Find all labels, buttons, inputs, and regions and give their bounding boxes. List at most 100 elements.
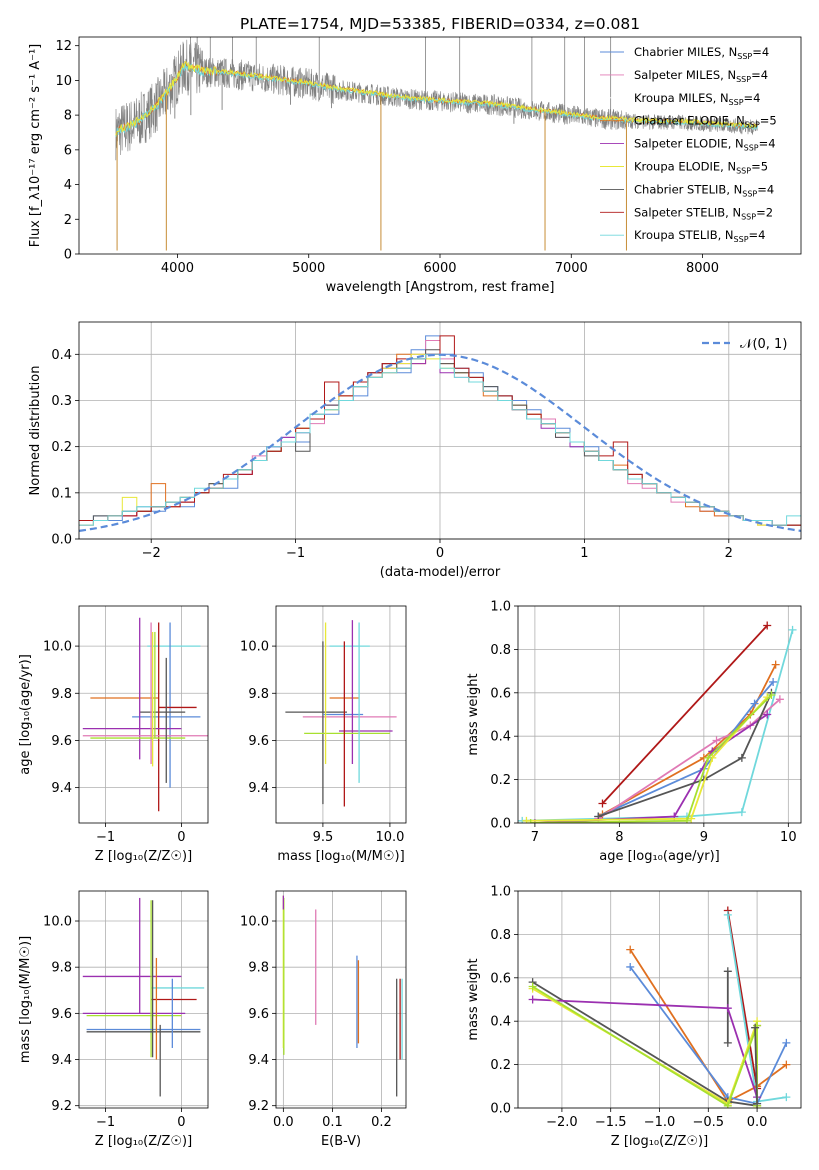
y-tick-label: 9.6 <box>248 1007 269 1022</box>
legend-label: Salpeter MILES, NSSP=4 <box>634 68 768 84</box>
series-line <box>532 998 758 1098</box>
x-tick-label: 0.1 <box>322 1115 343 1130</box>
series-chabrier-stelib <box>594 688 776 821</box>
legend-subscript: SSP <box>742 189 757 198</box>
x-tick-label: 5000 <box>292 261 325 276</box>
y-axis-label: age [log₁₀(age/yr)] <box>18 654 33 775</box>
x-axis-label: E(B-V) <box>321 1134 361 1149</box>
legend-subscript: SSP <box>734 235 749 244</box>
series-line <box>629 966 788 1105</box>
plus-marker <box>528 995 537 1004</box>
plus-marker <box>767 690 776 699</box>
plot-area-age_vs_mass <box>285 620 397 807</box>
y-tick-label: 9.4 <box>248 781 269 796</box>
x-tick-label: −1.0 <box>644 1115 676 1130</box>
plus-marker <box>598 799 607 808</box>
series-line <box>754 1027 758 1104</box>
legend-label: Kroupa MILES, NSSP=4 <box>634 91 760 107</box>
panel-age_vs_Z: −1 0 9.4 9.6 9.8 10.0 Z [log₁₀(Z/Z☉)] age [log₁… <box>18 605 209 864</box>
x-axis-label: Z [log₁₀(Z/Z☉)] <box>611 1134 708 1149</box>
y-axis-label: Flux [f_λ10⁻¹⁷ erg cm⁻² s⁻¹ A⁻¹] <box>28 44 43 248</box>
errorbar-point <box>90 631 186 739</box>
plus-marker <box>682 816 691 823</box>
plus-marker <box>723 910 732 919</box>
y-tick-label: 6 <box>64 143 72 158</box>
panel-mass_vs_ebv: 0.0 0.1 0.2 9.2 9.4 9.6 9.8 10.0 E(B-V) <box>240 890 407 1149</box>
legend-subscript: SSP <box>729 98 744 107</box>
plus-marker <box>723 1101 732 1108</box>
legend-label: 𝒩(0, 1) <box>740 337 787 352</box>
y-tick-label: 10.0 <box>240 915 269 930</box>
legend-label: Chabrier STELIB, NSSP=4 <box>634 182 774 198</box>
y-tick-label: 0.8 <box>490 643 511 658</box>
plus-marker <box>775 695 784 704</box>
series-chabrier-stelib <box>528 978 762 1108</box>
x-tick-label: 7 <box>531 830 539 845</box>
legend: 𝒩(0, 1) <box>702 337 787 352</box>
legend-label: Salpeter STELIB, NSSP=2 <box>634 205 773 221</box>
errorbar-point <box>285 641 348 805</box>
y-tick-label: 2 <box>64 213 72 228</box>
axes-frame <box>78 36 802 255</box>
y-tick-label: 0 <box>64 248 72 263</box>
legend: Chabrier MILES, NSSP=4 Salpeter MILES, NS… <box>600 45 777 244</box>
y-axis-label: mass weight <box>466 673 481 755</box>
y-tick-label: 9.8 <box>51 961 72 976</box>
plus-marker <box>723 1038 732 1047</box>
x-tick-label: −2 <box>142 546 161 561</box>
y-tick-label: 9.2 <box>248 1099 269 1114</box>
y-tick-label: 0.8 <box>490 928 511 943</box>
plus-marker <box>526 819 535 823</box>
axes-frame <box>517 890 802 1109</box>
legend-suffix: =5 <box>760 114 777 128</box>
legend-suffix: =4 <box>751 68 768 82</box>
series-line <box>597 698 781 820</box>
x-axis-label: mass [log₁₀(M/M☉)] <box>277 849 404 864</box>
x-tick-label: −1 <box>96 1115 115 1130</box>
y-tick-label: 1.0 <box>490 885 511 900</box>
legend-suffix: =2 <box>756 205 773 219</box>
y-tick-label: 0.0 <box>51 533 72 548</box>
y-axis-label: mass [log₁₀(M/M☉)] <box>18 936 33 1063</box>
plus-marker <box>723 967 732 976</box>
x-axis-label: Z [log₁₀(Z/Z☉)] <box>95 849 192 864</box>
legend-suffix: =4 <box>749 228 766 242</box>
plus-marker <box>788 625 797 634</box>
legend-label: Kroupa STELIB, NSSP=4 <box>634 228 765 244</box>
plus-marker <box>769 677 778 686</box>
series-line <box>522 629 794 822</box>
x-tick-label: 7000 <box>555 261 588 276</box>
plus-marker <box>723 1004 732 1013</box>
plus-marker <box>753 1099 762 1108</box>
errorbar-point <box>82 897 186 1015</box>
plot-area-cumulative_age <box>518 621 797 823</box>
legend-suffix: =4 <box>759 137 776 151</box>
x-tick-label: 4000 <box>161 261 194 276</box>
plus-marker <box>751 1023 760 1032</box>
panel-cumulative_age: 7 8 9 10 0.0 0.2 0.4 0.6 0.8 1.0 age [log₁₀(age/yr… <box>466 600 802 864</box>
plus-marker <box>763 621 772 630</box>
series-line <box>526 696 768 822</box>
panel-cumulative_Z: −2.0 −1.5 −1.0 −0.5 0.0 0.0 0.2 0.4 0.6 0.8 1.0 Z [… <box>466 885 802 1149</box>
plot-area-spectrum <box>115 37 759 251</box>
legend-label: Chabrier MILES, NSSP=4 <box>634 45 769 61</box>
plus-marker <box>782 1093 791 1102</box>
legend-label: Kroupa ELODIE, NSSP=5 <box>634 160 768 176</box>
legend-label: Salpeter ELODIE, NSSP=4 <box>634 137 776 153</box>
x-tick-label: −0.5 <box>693 1115 725 1130</box>
legend-suffix: =4 <box>752 45 769 59</box>
series-kroupa-elodie <box>522 693 772 823</box>
y-tick-label: 0.2 <box>51 440 72 455</box>
plus-marker <box>626 945 635 954</box>
legend-suffix: =4 <box>744 91 761 105</box>
plus-marker <box>737 808 746 817</box>
series-salpeter-elodie <box>528 995 762 1102</box>
x-tick-label: 0 <box>177 830 185 845</box>
y-axis-label: Normed distribution <box>28 366 43 496</box>
series-salpeter-stelib <box>598 621 772 808</box>
y-tick-label: 12 <box>55 39 72 54</box>
series-line <box>598 692 773 818</box>
plus-marker <box>522 816 531 823</box>
plus-marker <box>750 699 759 708</box>
